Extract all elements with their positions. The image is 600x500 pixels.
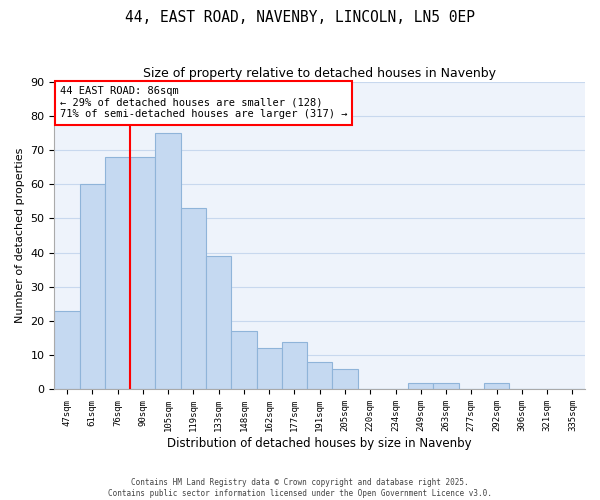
Bar: [408, 382, 433, 390]
Bar: [105, 157, 130, 390]
Bar: [55, 311, 80, 390]
Bar: [484, 382, 509, 390]
Bar: [231, 332, 257, 390]
Bar: [206, 256, 231, 390]
Bar: [257, 348, 282, 390]
Title: Size of property relative to detached houses in Navenby: Size of property relative to detached ho…: [143, 68, 496, 80]
Text: Contains HM Land Registry data © Crown copyright and database right 2025.
Contai: Contains HM Land Registry data © Crown c…: [108, 478, 492, 498]
Bar: [433, 382, 458, 390]
Bar: [80, 184, 105, 390]
Bar: [130, 157, 155, 390]
Text: 44 EAST ROAD: 86sqm
← 29% of detached houses are smaller (128)
71% of semi-detac: 44 EAST ROAD: 86sqm ← 29% of detached ho…: [60, 86, 347, 120]
X-axis label: Distribution of detached houses by size in Navenby: Distribution of detached houses by size …: [167, 437, 472, 450]
Text: 44, EAST ROAD, NAVENBY, LINCOLN, LN5 0EP: 44, EAST ROAD, NAVENBY, LINCOLN, LN5 0EP: [125, 10, 475, 25]
Bar: [307, 362, 332, 390]
Bar: [282, 342, 307, 390]
Y-axis label: Number of detached properties: Number of detached properties: [15, 148, 25, 324]
Bar: [181, 208, 206, 390]
Bar: [155, 133, 181, 390]
Bar: [332, 369, 358, 390]
